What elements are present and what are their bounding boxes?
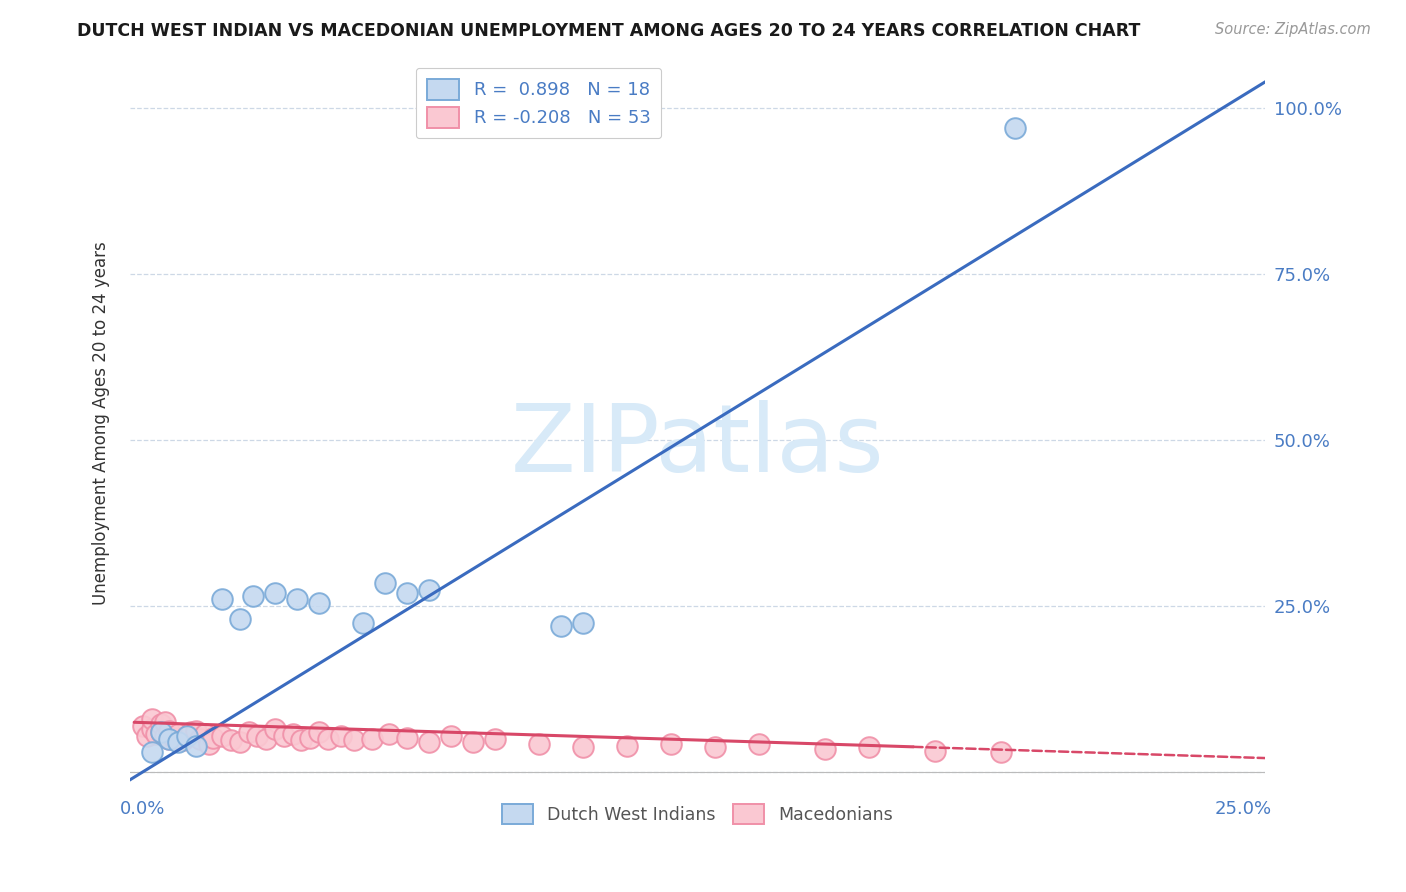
- Point: [360, 731, 382, 746]
- Point: [141, 722, 163, 736]
- Point: [484, 731, 506, 746]
- Point: [748, 737, 770, 751]
- Point: [616, 739, 638, 753]
- Point: [374, 575, 396, 590]
- Point: [157, 723, 180, 738]
- Point: [202, 731, 225, 745]
- Point: [188, 731, 211, 746]
- Point: [153, 729, 176, 743]
- Point: [211, 592, 233, 607]
- Point: [440, 729, 463, 743]
- Point: [281, 726, 304, 740]
- Text: DUTCH WEST INDIAN VS MACEDONIAN UNEMPLOYMENT AMONG AGES 20 TO 24 YEARS CORRELATI: DUTCH WEST INDIAN VS MACEDONIAN UNEMPLOY…: [77, 22, 1140, 40]
- Point: [418, 735, 440, 749]
- Point: [299, 731, 322, 745]
- Point: [254, 731, 277, 746]
- Point: [149, 725, 172, 739]
- Point: [176, 729, 198, 743]
- Point: [343, 733, 366, 747]
- Y-axis label: Unemployment Among Ages 20 to 24 years: Unemployment Among Ages 20 to 24 years: [93, 242, 110, 606]
- Point: [136, 729, 159, 743]
- Text: ZIPatlas: ZIPatlas: [510, 400, 884, 491]
- Point: [145, 726, 167, 740]
- Point: [550, 619, 572, 633]
- Point: [352, 615, 374, 630]
- Point: [659, 737, 682, 751]
- Point: [211, 729, 233, 743]
- Point: [814, 741, 837, 756]
- Point: [418, 582, 440, 597]
- Point: [308, 725, 330, 739]
- Point: [264, 586, 287, 600]
- Point: [172, 733, 194, 747]
- Point: [308, 596, 330, 610]
- Text: Source: ZipAtlas.com: Source: ZipAtlas.com: [1215, 22, 1371, 37]
- Point: [157, 731, 180, 746]
- Legend: Dutch West Indians, Macedonians: Dutch West Indians, Macedonians: [495, 797, 900, 831]
- Point: [330, 729, 353, 743]
- Point: [184, 739, 207, 753]
- Point: [242, 589, 264, 603]
- Point: [157, 731, 180, 746]
- Point: [132, 718, 155, 732]
- Point: [704, 739, 727, 754]
- Point: [463, 735, 485, 749]
- Point: [924, 744, 946, 758]
- Point: [153, 715, 176, 730]
- Point: [167, 735, 190, 749]
- Point: [527, 737, 550, 751]
- Point: [149, 725, 172, 739]
- Point: [149, 717, 172, 731]
- Point: [163, 731, 186, 745]
- Point: [273, 729, 295, 743]
- Point: [219, 733, 242, 747]
- Point: [141, 745, 163, 759]
- Point: [290, 733, 312, 747]
- Point: [285, 592, 308, 607]
- Point: [180, 725, 202, 739]
- Point: [167, 726, 190, 740]
- Point: [198, 737, 221, 751]
- Point: [1004, 121, 1026, 136]
- Point: [572, 615, 595, 630]
- Point: [396, 731, 419, 745]
- Point: [990, 745, 1012, 759]
- Point: [141, 712, 163, 726]
- Point: [858, 739, 880, 754]
- Point: [378, 726, 401, 740]
- Point: [264, 722, 287, 736]
- Point: [238, 725, 260, 739]
- Point: [229, 612, 252, 626]
- Point: [184, 723, 207, 738]
- Point: [246, 729, 269, 743]
- Point: [572, 739, 595, 754]
- Point: [316, 731, 339, 746]
- Point: [396, 586, 419, 600]
- Point: [229, 735, 252, 749]
- Point: [176, 729, 198, 743]
- Point: [194, 726, 217, 740]
